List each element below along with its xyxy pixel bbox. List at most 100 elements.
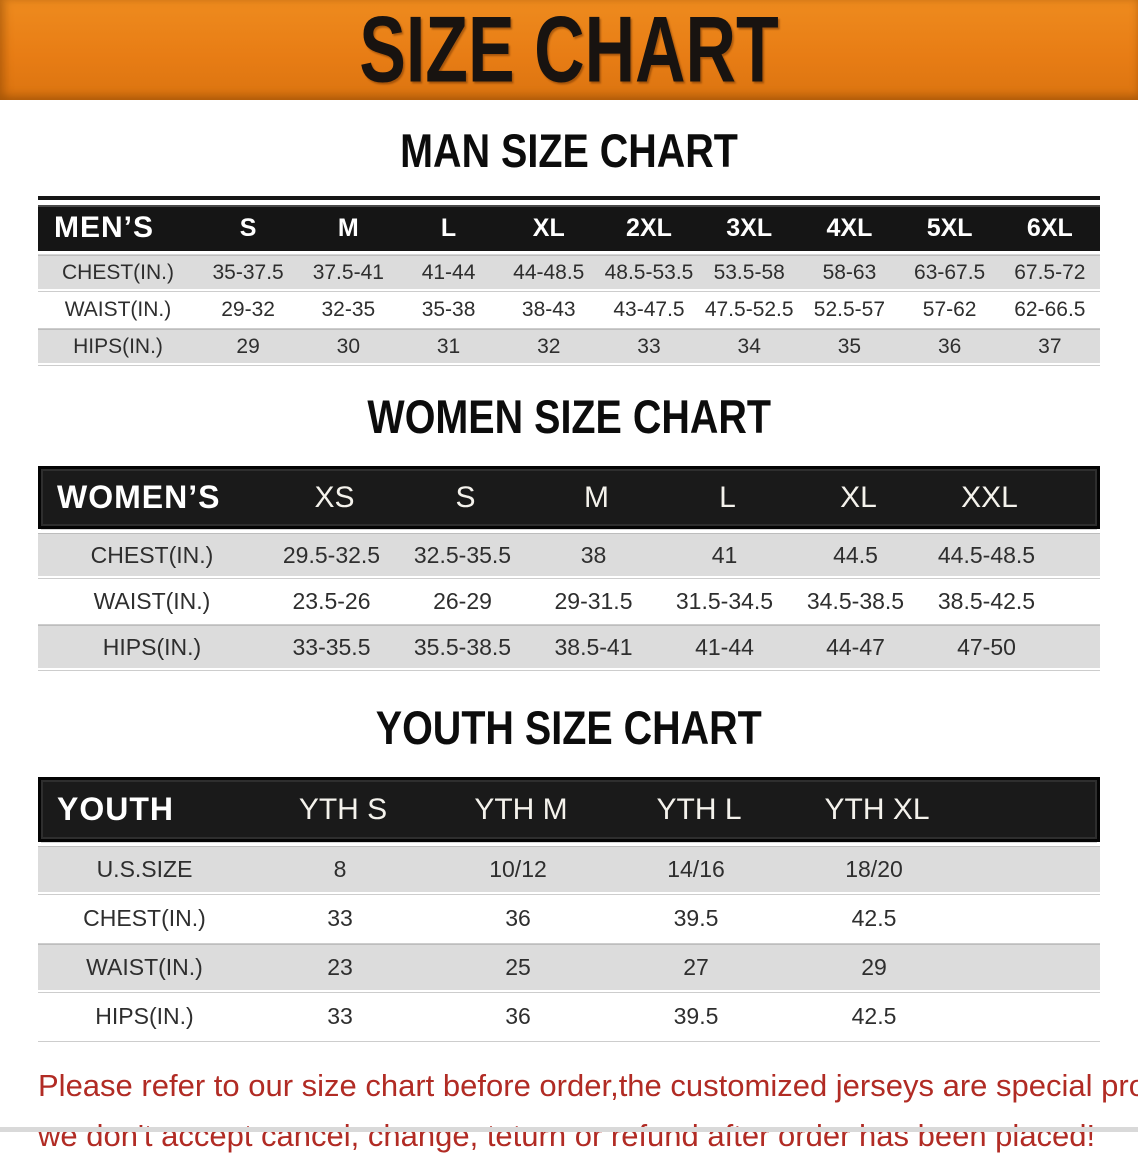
cell-value: 31.5-34.5	[675, 587, 774, 614]
cell-value: 32-35	[321, 297, 376, 321]
column-header: S	[455, 480, 476, 514]
cell-value: 35	[837, 334, 862, 358]
cell-value: 35-38	[421, 297, 476, 321]
row-label: CHEST(IN.)	[83, 905, 206, 931]
cell-value: 32.5-35.5	[413, 541, 512, 568]
cell-value: 47.5-52.5	[704, 297, 794, 321]
cell-value: 29	[861, 954, 887, 980]
cell-value: 44-48.5	[513, 260, 585, 284]
cell-value: 31	[436, 334, 461, 358]
cell-value: 33	[327, 905, 353, 931]
banner-title: SIZE CHART	[359, 0, 779, 102]
cell-value: 10/12	[489, 856, 547, 882]
cell-value: 38.5-41	[554, 633, 633, 660]
table-row: CHEST(IN.) 35-37.5 37.5-41 41-44 44-48.5 48.5…	[38, 256, 1100, 292]
cell-value: 30	[336, 334, 360, 358]
table-row: WAIST(IN.) 23.5-26 26-29 29-31.5 31.5-34.5 34…	[38, 580, 1100, 625]
column-header: YTH L	[656, 792, 742, 826]
youth-section-heading-text: YOUTH SIZE CHART	[375, 701, 763, 754]
cell-value: 67.5-72	[1014, 260, 1086, 284]
cell-value: 29	[236, 334, 260, 358]
cell-value: 38	[580, 541, 607, 568]
cell-value: 63-67.5	[914, 260, 986, 284]
table-row: WAIST(IN.) 23 25 27 29	[38, 945, 1100, 993]
men-section-heading: MAN SIZE CHART	[0, 127, 1138, 174]
cell-value: 14/16	[667, 856, 725, 882]
column-header: YTH M	[474, 792, 568, 826]
cell-value: 35.5-38.5	[413, 633, 512, 660]
women-size-section: WOMEN SIZE CHART WOMEN’S XS S M L XL XXL CHEST(…	[0, 393, 1138, 671]
row-label: CHEST(IN.)	[90, 541, 214, 568]
bottom-edge-divider	[0, 1127, 1138, 1132]
cell-value: 8	[333, 856, 347, 882]
column-header: 3XL	[726, 213, 773, 242]
row-label: WAIST(IN.)	[64, 297, 172, 321]
table-row: U.S.SIZE 8 10/12 14/16 18/20	[38, 847, 1100, 895]
men-section-heading-text: MAN SIZE CHART	[400, 124, 738, 177]
order-disclaimer: Please refer to our size chart before or…	[38, 1061, 1138, 1161]
table-row: HIPS(IN.) 33-35.5 35.5-38.5 38.5-41 41-44 44-…	[38, 626, 1100, 671]
column-header: 6XL	[1026, 213, 1073, 242]
row-label: HIPS(IN.)	[102, 633, 202, 660]
cell-value: 23	[327, 954, 353, 980]
cell-value: 34	[737, 334, 761, 358]
table-row: CHEST(IN.) 33 36 39.5 42.5	[38, 896, 1100, 944]
cell-value: 39.5	[673, 1003, 719, 1029]
cell-value: 37.5-41	[312, 260, 384, 284]
table-row: HIPS(IN.) 29 30 31 32 33 34 35 36 37	[38, 330, 1100, 366]
cell-value: 42.5	[851, 1003, 897, 1029]
column-header: L	[440, 213, 457, 242]
cell-value: 48.5-53.5	[604, 260, 694, 284]
women-section-heading-text: WOMEN SIZE CHART	[367, 390, 771, 443]
table-row: CHEST(IN.) 29.5-32.5 32.5-35.5 38 41 44.5 44.5…	[38, 534, 1100, 579]
women-size-table: WOMEN’S XS S M L XL XXL CHEST(IN.) 29.5-32.5 32.5…	[38, 466, 1100, 671]
women-section-heading: WOMEN SIZE CHART	[0, 393, 1138, 440]
cell-value: 38-43	[521, 297, 576, 321]
table-header-row: YOUTH YTH S YTH M YTH L YTH XL	[38, 777, 1100, 843]
youth-section-heading: YOUTH SIZE CHART	[0, 704, 1138, 751]
column-header: 4XL	[826, 213, 873, 242]
cell-value: 33-35.5	[292, 633, 371, 660]
column-header: M	[337, 213, 359, 242]
cell-value: 41-44	[421, 260, 476, 284]
column-header: XXL	[961, 480, 1018, 514]
cell-value: 23.5-26	[292, 587, 371, 614]
size-chart-banner: SIZE CHART	[0, 0, 1138, 102]
table-row: WAIST(IN.) 29-32 32-35 35-38 38-43 43-47.5 47.…	[38, 293, 1100, 329]
cell-value: 38.5-42.5	[937, 587, 1036, 614]
table-corner-label: WOMEN’S	[57, 479, 221, 515]
cell-value: 44-47	[826, 633, 885, 660]
row-label: HIPS(IN.)	[73, 334, 163, 358]
cell-value: 58-63	[822, 260, 877, 284]
table-header-row: WOMEN’S XS S M L XL XXL	[38, 466, 1100, 530]
cell-value: 35-37.5	[212, 260, 284, 284]
table-corner-label: YOUTH	[57, 791, 174, 827]
column-header: XS	[314, 480, 355, 514]
table-header-row: MEN’S S M L XL 2XL 3XL 4XL 5XL 6XL	[38, 205, 1100, 255]
column-header: YTH XL	[824, 792, 930, 826]
cell-value: 36	[505, 1003, 531, 1029]
cell-value: 41	[711, 541, 738, 568]
cell-value: 41-44	[695, 633, 754, 660]
youth-size-section: YOUTH SIZE CHART YOUTH YTH S YTH M YTH L YTH…	[0, 704, 1138, 1042]
column-header: XL	[840, 480, 877, 514]
column-header: 5XL	[926, 213, 973, 242]
cell-value: 57-62	[922, 297, 977, 321]
table-corner-label: MEN’S	[54, 211, 155, 244]
cell-value: 43-47.5	[613, 297, 685, 321]
cell-value: 39.5	[673, 905, 719, 931]
cell-value: 29.5-32.5	[282, 541, 381, 568]
row-label: WAIST(IN.)	[93, 587, 211, 614]
cell-value: 29-32	[221, 297, 275, 321]
disclaimer-line-1: Please refer to our size chart before or…	[38, 1068, 1138, 1103]
cell-value: 44.5-48.5	[937, 541, 1036, 568]
cell-value: 37	[1038, 334, 1062, 358]
cell-value: 62-66.5	[1014, 297, 1086, 321]
cell-value: 26-29	[433, 587, 492, 614]
cell-value: 18/20	[845, 856, 903, 882]
row-label: CHEST(IN.)	[62, 260, 174, 284]
column-header: XL	[532, 213, 565, 242]
row-label: U.S.SIZE	[96, 856, 193, 882]
cell-value: 27	[683, 954, 709, 980]
men-size-section: MAN SIZE CHART MEN’S S M L XL 2XL 3XL 4XL 5XL 6XL…	[0, 127, 1138, 366]
